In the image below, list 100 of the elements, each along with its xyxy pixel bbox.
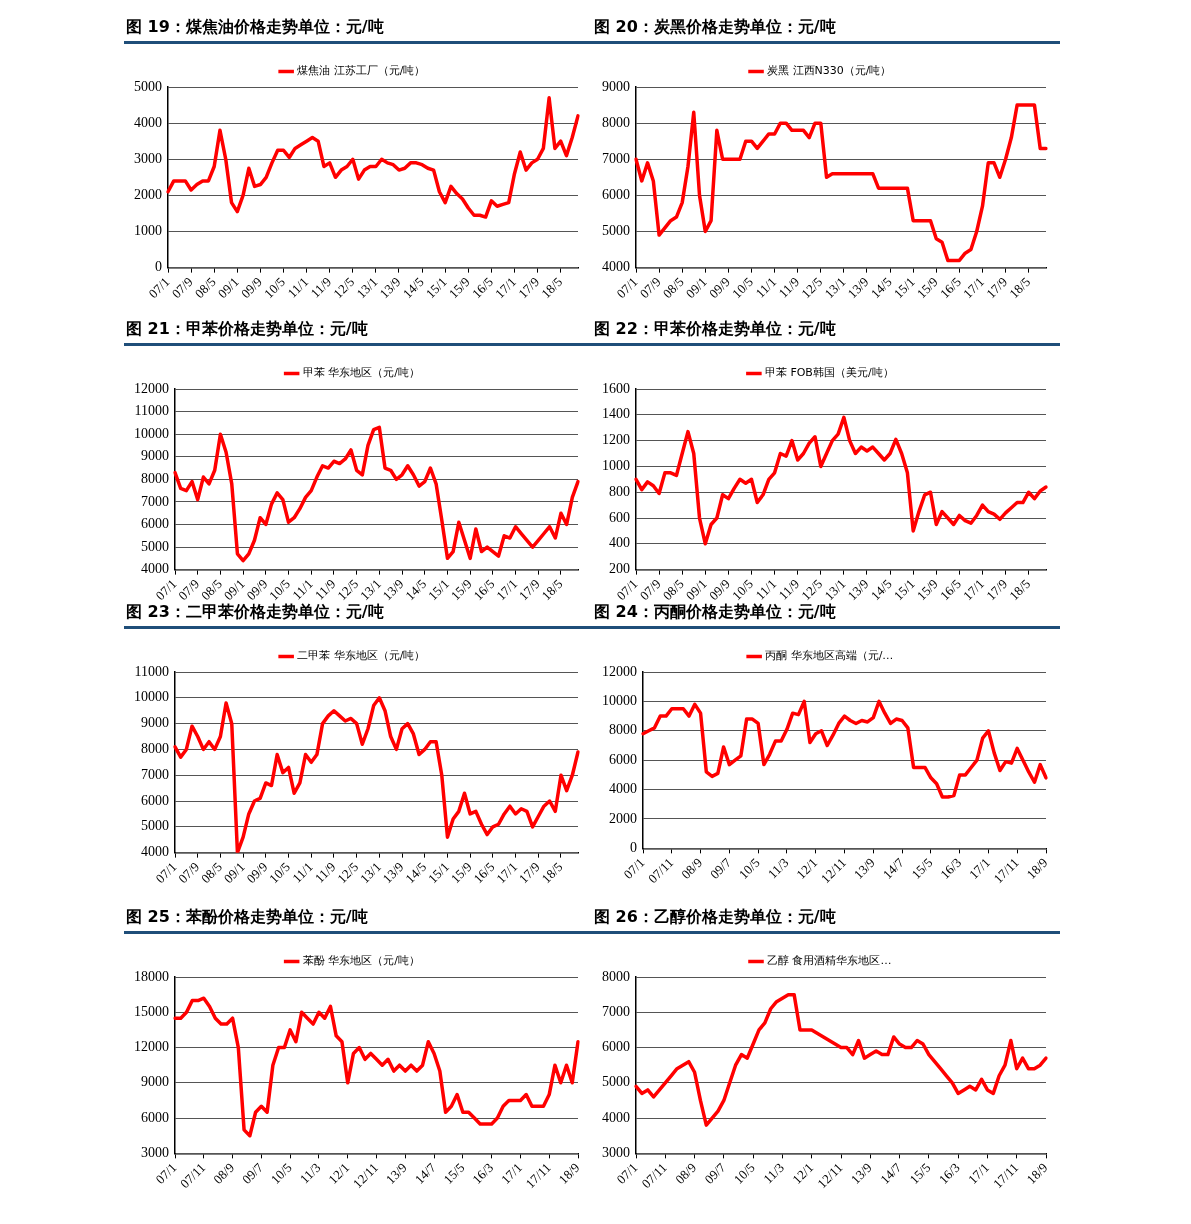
y-tick-label: 8000 bbox=[141, 741, 169, 757]
y-tick-label: 8000 bbox=[602, 968, 630, 984]
y-tick-label: 0 bbox=[630, 840, 637, 856]
y-tick-label: 7000 bbox=[141, 766, 169, 782]
x-tick-label: 11/3 bbox=[296, 1159, 324, 1187]
x-tick-label: 07/1 bbox=[613, 274, 641, 302]
x-tick-label: 07/1 bbox=[152, 1159, 180, 1187]
x-tick-label: 08/9 bbox=[210, 1159, 238, 1187]
y-tick-label: 12000 bbox=[134, 380, 169, 396]
x-tick-label: 09/7 bbox=[706, 854, 735, 882]
chart-title: 图 21：甲苯价格走势单位：元/吨 bbox=[124, 318, 592, 346]
x-tick-label: 15/5 bbox=[440, 1159, 468, 1187]
y-tick-label: 15000 bbox=[134, 1003, 169, 1019]
y-tick-label: 18000 bbox=[134, 968, 169, 984]
y-tick-label: 7000 bbox=[141, 493, 169, 509]
y-tick-label: 6000 bbox=[609, 751, 637, 767]
y-tick-label: 9000 bbox=[141, 448, 169, 464]
y-tick-label: 5000 bbox=[602, 1074, 630, 1090]
x-tick-label: 12/1 bbox=[325, 1159, 353, 1187]
x-tick-label: 07/1 bbox=[152, 859, 180, 887]
x-tick-label: 18/9 bbox=[555, 1159, 583, 1187]
x-tick-label: 12/5 bbox=[334, 576, 362, 604]
x-tick-label: 16/3 bbox=[935, 1159, 963, 1187]
x-tick-label: 08/9 bbox=[678, 854, 706, 882]
chart-title: 图 20：炭黑价格走势单位：元/吨 bbox=[592, 16, 1060, 44]
y-tick-label: 800 bbox=[609, 483, 630, 499]
y-tick-label: 12000 bbox=[134, 1039, 169, 1055]
y-tick-label: 11000 bbox=[134, 663, 169, 679]
chart-title: 图 22：甲苯价格走势单位：元/吨 bbox=[592, 318, 1060, 346]
x-tick-label: 12/1 bbox=[793, 854, 821, 882]
x-tick-label: 08/9 bbox=[672, 1159, 700, 1187]
y-tick-label: 8000 bbox=[609, 722, 637, 738]
x-tick-label: 10/5 bbox=[730, 1159, 758, 1187]
y-tick-label: 2000 bbox=[134, 187, 162, 203]
x-tick-label: 11/3 bbox=[764, 854, 792, 882]
chart-title: 图 19：煤焦油价格走势单位：元/吨 bbox=[124, 16, 592, 44]
y-tick-label: 2000 bbox=[609, 810, 637, 826]
x-tick-label: 07/1 bbox=[613, 1159, 641, 1187]
y-tick-label: 4000 bbox=[602, 1109, 630, 1125]
y-tick-label: 9000 bbox=[141, 1074, 169, 1090]
legend-label: 乙醇 食用酒精华东地区… bbox=[767, 954, 892, 968]
x-tick-label: 13/9 bbox=[382, 1159, 410, 1187]
y-tick-label: 10000 bbox=[134, 689, 169, 705]
x-tick-label: 07/1 bbox=[145, 274, 173, 302]
y-tick-label: 8000 bbox=[602, 114, 630, 130]
x-tick-label: 16/3 bbox=[469, 1159, 497, 1187]
y-tick-label: 5000 bbox=[602, 223, 630, 239]
y-tick-label: 4000 bbox=[141, 844, 169, 860]
y-tick-label: 7000 bbox=[602, 150, 630, 166]
legend-label: 苯酚 华东地区（元/吨） bbox=[302, 954, 420, 968]
x-tick-label: 18/5 bbox=[538, 859, 566, 887]
x-tick-label: 18/5 bbox=[538, 576, 566, 604]
chart-title: 图 24：丙酮价格走势单位：元/吨 bbox=[594, 602, 836, 621]
x-tick-label: 07/1 bbox=[613, 576, 641, 604]
x-tick-label: 07/1 bbox=[620, 854, 648, 882]
x-tick-label: 10/5 bbox=[267, 1159, 295, 1187]
y-tick-label: 11000 bbox=[134, 403, 169, 419]
x-tick-label: 17/1 bbox=[966, 854, 993, 882]
x-tick-label: 12/1 bbox=[789, 1159, 817, 1187]
x-tick-label: 13/9 bbox=[847, 1159, 875, 1187]
x-tick-label: 15/5 bbox=[906, 1159, 934, 1187]
x-tick-label: 15/5 bbox=[908, 854, 936, 882]
y-tick-label: 400 bbox=[609, 535, 630, 551]
y-tick-label: 6000 bbox=[141, 516, 169, 532]
y-tick-label: 0 bbox=[155, 259, 162, 275]
x-tick-label: 18/9 bbox=[1023, 1159, 1051, 1187]
x-tick-label: 14/7 bbox=[877, 1159, 905, 1187]
y-tick-label: 5000 bbox=[141, 538, 169, 554]
chart-title: 图 25：苯酚价格走势单位：元/吨 bbox=[124, 906, 592, 934]
y-tick-label: 6000 bbox=[141, 1109, 169, 1125]
y-tick-label: 4000 bbox=[141, 561, 169, 577]
legend-label: 丙酮 华东地区高端（元/… bbox=[765, 649, 894, 663]
x-tick-label: 17/1 bbox=[498, 1159, 525, 1187]
y-tick-label: 1600 bbox=[602, 380, 630, 396]
y-tick-label: 10000 bbox=[602, 693, 637, 709]
y-tick-label: 1400 bbox=[602, 406, 630, 422]
legend-label: 煤焦油 江苏工厂（元/吨） bbox=[297, 64, 426, 78]
y-tick-label: 4000 bbox=[609, 781, 637, 797]
y-tick-label: 1200 bbox=[602, 432, 630, 448]
y-tick-label: 3000 bbox=[134, 150, 162, 166]
y-tick-label: 5000 bbox=[141, 818, 169, 834]
y-tick-label: 9000 bbox=[602, 78, 630, 94]
y-tick-label: 1000 bbox=[602, 458, 630, 474]
y-tick-label: 6000 bbox=[141, 792, 169, 808]
chart-title: 图 23：二甲苯价格走势单位：元/吨 bbox=[126, 602, 384, 621]
legend-label: 甲苯 华东地区（元/吨） bbox=[302, 366, 420, 380]
y-tick-label: 4000 bbox=[134, 114, 162, 130]
y-tick-label: 200 bbox=[609, 561, 630, 577]
y-tick-label: 5000 bbox=[134, 78, 162, 94]
x-tick-label: 16/3 bbox=[937, 854, 965, 882]
x-tick-label: 09/7 bbox=[238, 1159, 267, 1187]
y-tick-label: 3000 bbox=[141, 1145, 169, 1161]
x-tick-label: 13/9 bbox=[850, 854, 878, 882]
chart-title: 图 26：乙醇价格走势单位：元/吨 bbox=[592, 906, 1060, 934]
x-tick-label: 17/1 bbox=[965, 1159, 992, 1187]
y-tick-label: 10000 bbox=[134, 425, 169, 441]
x-tick-label: 14/7 bbox=[879, 854, 907, 882]
y-tick-label: 3000 bbox=[602, 1145, 630, 1161]
y-tick-label: 8000 bbox=[141, 470, 169, 486]
legend-label: 炭黑 江西N330（元/吨） bbox=[767, 64, 892, 78]
